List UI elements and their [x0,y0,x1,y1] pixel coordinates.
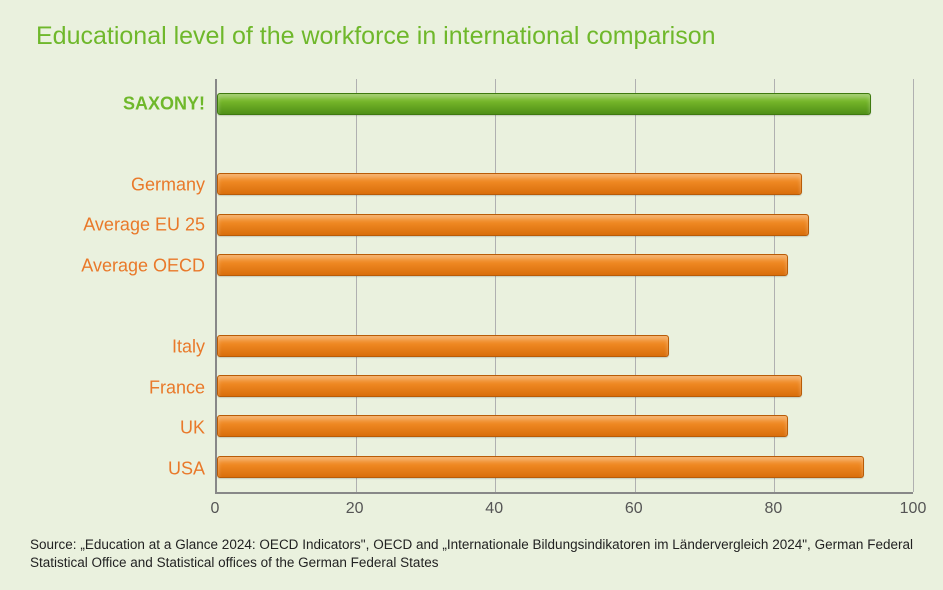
category-label: Italy [172,337,205,358]
bar [217,335,669,357]
category-label: Germany [131,174,205,195]
bar [217,254,788,276]
category-label: UK [180,418,205,439]
bar [217,173,802,195]
category-label: France [149,377,205,398]
x-tick: 40 [485,500,503,518]
x-tick: 20 [346,500,364,518]
category-label: Average OECD [81,256,205,277]
bar [217,93,871,115]
chart-title: Educational level of the workforce in in… [36,22,913,51]
grid-line [913,79,914,492]
y-axis-labels: SAXONY! Germany Average EU 25 Average OECD I… [30,79,215,494]
source-text: Source: „Education at a Glance 2024: OEC… [30,536,913,572]
x-tick: 100 [900,500,927,518]
category-label: USA [168,458,205,479]
x-tick: 60 [625,500,643,518]
category-label: Average EU 25 [83,215,205,236]
category-label: SAXONY! [123,93,205,114]
bar [217,456,864,478]
chart: SAXONY! Germany Average EU 25 Average OECD I… [30,79,913,522]
x-tick: 0 [211,500,220,518]
plot: SAXONY! Germany Average EU 25 Average OECD I… [30,79,913,494]
bar [217,375,802,397]
bar [217,415,788,437]
plot-area [215,79,913,494]
bar [217,214,809,236]
x-axis: 020406080100 [30,500,913,522]
x-axis-ticks: 020406080100 [215,500,913,522]
x-tick: 80 [764,500,782,518]
